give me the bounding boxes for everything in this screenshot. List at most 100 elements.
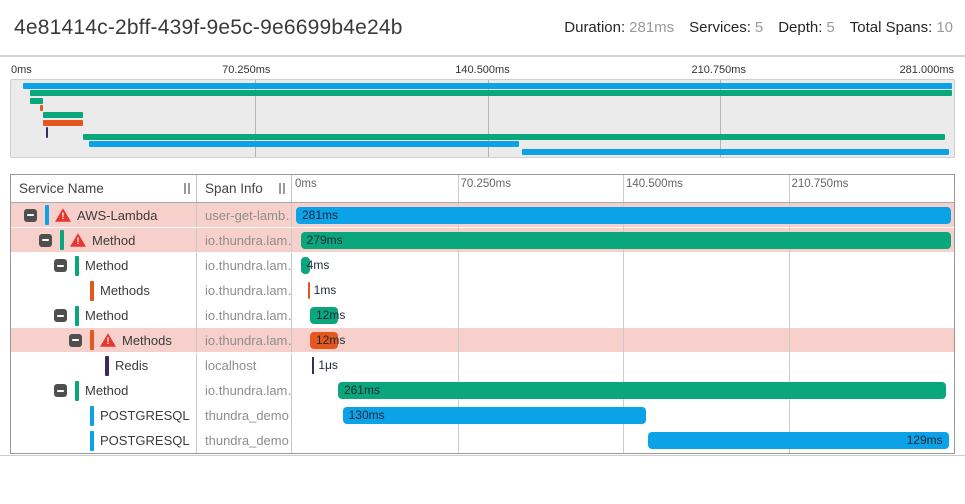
column-resize-handle-icon[interactable] [279, 183, 285, 194]
service-name-cell: Method [11, 253, 197, 278]
minimap-gridline [719, 80, 721, 157]
stat-depth: Depth: 5 [778, 19, 835, 36]
table-body: AWS-Lambda user-get-lamb… 281ms Method i… [11, 203, 954, 453]
service-color-bar [45, 205, 49, 225]
collapse-button[interactable] [39, 233, 52, 247]
timeline-tick-label: 70.250ms [460, 178, 512, 190]
service-name: Method [85, 308, 129, 323]
minimap-span-bar [39, 104, 43, 111]
warning-icon [100, 333, 116, 347]
collapse-button[interactable] [69, 333, 82, 347]
span-row[interactable]: AWS-Lambda user-get-lamb… 281ms [11, 203, 954, 228]
collapse-button[interactable] [54, 259, 67, 272]
span-timeline-cell: 130ms [292, 403, 954, 428]
span-row[interactable]: Method io.thundra.lam… 279ms [11, 228, 954, 253]
service-name: Method [85, 258, 129, 273]
stat-services: Services: 5 [689, 19, 764, 36]
stat-total-spans: Total Spans: 10 [849, 19, 953, 36]
span-row[interactable]: POSTGRESQL thundra_demo 129ms [11, 428, 954, 453]
table-header: Service Name Span Info 0ms 70.250ms 140.50… [11, 175, 954, 203]
span-row[interactable]: Method io.thundra.lam… 12ms [11, 303, 954, 328]
column-resize-handle-icon[interactable] [184, 183, 190, 194]
minimap-tick-label: 281.000ms [899, 64, 954, 76]
minimap-tick-label: 210.750ms [691, 64, 746, 76]
service-name: Methods [100, 283, 150, 298]
service-name-cell: Method [11, 303, 197, 328]
span-duration-bar[interactable]: 1ms [307, 282, 336, 299]
service-name: Method [85, 383, 129, 398]
span-timeline-cell: 1μs [292, 353, 954, 378]
span-duration-bar[interactable]: 261ms [337, 382, 947, 399]
service-name-cell: Methods [11, 278, 197, 303]
span-duration-bar[interactable]: 279ms [300, 232, 951, 249]
service-color-bar [60, 230, 64, 250]
span-duration-bar[interactable]: 130ms [342, 407, 646, 424]
span-timeline-cell: 1ms [292, 278, 954, 303]
collapse-button[interactable] [54, 384, 67, 397]
span-timeline-cell: 279ms [292, 228, 954, 252]
collapse-button[interactable] [24, 208, 37, 222]
span-info-cell: io.thundra.lam… [197, 328, 292, 352]
minimap-tick-label: 70.250ms [222, 64, 271, 76]
span-duration-label: 281ms [302, 208, 339, 222]
span-timeline-cell: 12ms [292, 328, 954, 352]
span-duration-bar[interactable]: 129ms [647, 432, 949, 449]
service-color-bar [90, 330, 94, 350]
span-duration-bar[interactable]: 12ms [309, 332, 345, 349]
span-duration-bar[interactable]: 281ms [296, 207, 951, 224]
trace-header: 4e81414c-2bff-439f-9e5c-9e6699b4e24b Dur… [0, 0, 965, 57]
minimap-gridline [487, 80, 489, 157]
service-name-cell: POSTGRESQL [11, 403, 197, 428]
span-table: Service Name Span Info 0ms 70.250ms 140.50… [10, 174, 955, 454]
service-color-bar [90, 280, 94, 301]
minimap-box[interactable] [10, 79, 955, 158]
service-name-cell: Redis [11, 353, 197, 378]
span-duration-bar[interactable]: 12ms [309, 307, 345, 324]
minimap-span-bar [46, 126, 49, 138]
service-name-cell: Methods [11, 328, 197, 352]
service-name: Redis [115, 358, 149, 373]
span-row[interactable]: Method io.thundra.lam… 4ms [11, 253, 954, 278]
service-name-cell: POSTGRESQL [11, 428, 197, 453]
service-color-bar [90, 430, 94, 451]
service-name-cell: Method [11, 378, 197, 403]
span-timeline-cell: 261ms [292, 378, 954, 403]
span-row[interactable]: Methods io.thundra.lam… 1ms [11, 278, 954, 303]
span-row[interactable]: Method io.thundra.lam… 261ms [11, 378, 954, 403]
warning-icon [55, 208, 71, 222]
span-info-cell: io.thundra.lam… [197, 278, 292, 303]
column-header-service-name: Service Name [11, 175, 197, 202]
span-duration-label: 130ms [348, 408, 385, 422]
collapse-button[interactable] [54, 309, 67, 322]
minimap-span-bar [522, 148, 949, 155]
span-timeline-cell: 4ms [292, 253, 954, 278]
span-row[interactable]: POSTGRESQL thundra_demo 130ms [11, 403, 954, 428]
span-duration-bar[interactable]: 1μs [312, 357, 338, 374]
span-duration-label: 12ms [315, 333, 346, 347]
service-name-cell: AWS-Lambda [11, 203, 197, 227]
minimap-span-bar [42, 119, 83, 126]
span-duration-label: 12ms [315, 308, 346, 322]
span-row[interactable]: Methods io.thundra.lam… 12ms [11, 328, 954, 353]
span-timeline-cell: 12ms [292, 303, 954, 328]
span-info-cell: io.thundra.lam… [197, 228, 292, 252]
warning-icon [70, 233, 86, 247]
stat-duration: Duration: 281ms [564, 19, 675, 36]
minimap-gridline [255, 80, 257, 157]
service-color-bar [90, 405, 94, 426]
timeline-header: 0ms 70.250ms 140.500ms 210.750ms [292, 175, 954, 202]
span-duration-bar[interactable]: 4ms [300, 257, 329, 274]
span-info-cell: io.thundra.lam… [197, 253, 292, 278]
service-color-bar [75, 305, 79, 326]
minimap-span-bar [29, 97, 43, 104]
span-row[interactable]: Redis localhost 1μs [11, 353, 954, 378]
timeline-tick-label: 210.750ms [791, 178, 849, 190]
timeline-tick-label: 0ms [295, 178, 317, 190]
span-duration-label: 261ms [343, 383, 380, 397]
service-color-bar [75, 255, 79, 276]
span-info-cell: thundra_demo [197, 428, 292, 453]
span-duration-label: 1ms [313, 283, 337, 297]
service-name: POSTGRESQL [100, 408, 190, 423]
trace-minimap: 0ms 70.250ms 140.500ms 210.750ms 281.000ms [10, 63, 955, 158]
pane-divider [0, 455, 965, 456]
